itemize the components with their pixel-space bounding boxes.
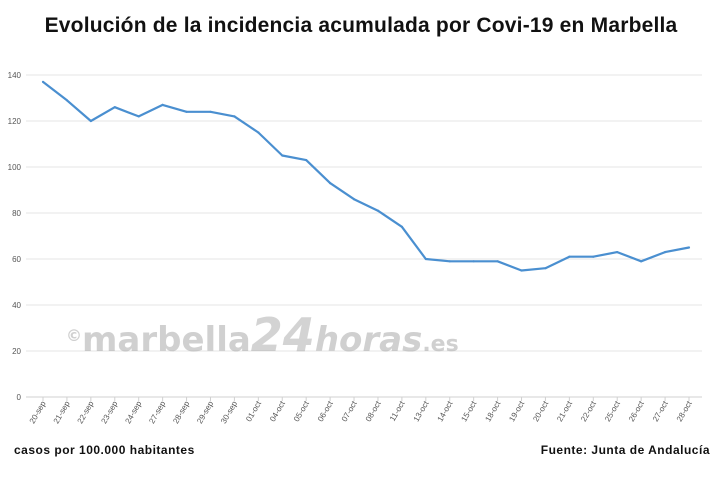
- watermark-logo: ©marbella24horas.es: [66, 308, 459, 362]
- data-point: [113, 106, 116, 109]
- y-tick-label: 120: [8, 117, 22, 126]
- x-tick-label: 14-oct: [436, 399, 455, 423]
- data-point: [424, 257, 427, 261]
- data-point: [65, 99, 69, 102]
- x-tick-label: 20-sep: [28, 399, 48, 425]
- y-axis-ticks: 0 20 40 60 80 100 120 140: [8, 71, 22, 402]
- data-point: [472, 260, 475, 263]
- data-point: [305, 159, 308, 162]
- units-note: casos por 100.000 habitantes: [14, 443, 195, 457]
- data-point: [281, 154, 284, 157]
- x-tick-label: 11-oct: [388, 399, 407, 423]
- data-point: [233, 115, 236, 118]
- x-tick-label: 22-oct: [579, 399, 598, 423]
- x-tick-label: 28-oct: [675, 399, 694, 423]
- y-tick-label: 60: [12, 255, 21, 264]
- y-tick-label: 100: [8, 163, 22, 172]
- x-tick-label: 26-oct: [627, 399, 646, 423]
- data-point: [496, 260, 499, 263]
- x-tick-label: 19-oct: [507, 399, 526, 423]
- data-point: [520, 269, 523, 272]
- x-tick-label: 23-sep: [99, 399, 119, 425]
- x-tick-label: 01-oct: [244, 399, 263, 423]
- data-point: [209, 110, 212, 113]
- x-tick-label: 27-sep: [147, 399, 167, 425]
- x-tick-label: 06-oct: [316, 399, 335, 423]
- chart-title: Evolución de la incidencia acumulada por…: [44, 14, 678, 37]
- x-tick-label: 04-oct: [268, 399, 287, 423]
- data-point: [41, 80, 45, 83]
- x-tick-label: 07-oct: [340, 399, 359, 423]
- y-tick-label: 80: [12, 209, 21, 218]
- data-point: [448, 260, 451, 263]
- data-point: [640, 260, 643, 263]
- x-tick-label: 21-sep: [52, 399, 72, 425]
- y-tick-label: 40: [12, 301, 21, 310]
- x-tick-label: 28-sep: [171, 399, 191, 425]
- y-tick-label: 140: [8, 71, 22, 80]
- x-tick-label: 22-sep: [76, 399, 96, 425]
- x-tick-label: 20-oct: [531, 399, 550, 423]
- series-line: [42, 81, 690, 272]
- series-points: [41, 80, 691, 272]
- data-point: [400, 225, 403, 228]
- data-point: [329, 182, 332, 185]
- x-tick-label: 29-sep: [195, 399, 215, 425]
- data-point: [616, 251, 619, 254]
- source-note: Fuente: Junta de Andalucía: [540, 443, 710, 457]
- x-tick-label: 15-oct: [459, 399, 478, 423]
- x-tick-label: 18-oct: [483, 399, 502, 423]
- x-axis-ticks: 20-sep 21-sep 22-sep 23-sep 24-sep 27-sep 28-s…: [28, 397, 694, 425]
- data-point: [592, 255, 595, 258]
- data-point: [568, 255, 571, 258]
- data-point: [687, 246, 691, 249]
- data-point: [663, 251, 667, 254]
- data-point: [257, 131, 260, 134]
- gridlines: [26, 74, 702, 398]
- y-tick-label: 20: [12, 347, 21, 356]
- x-tick-label: 24-sep: [123, 399, 143, 425]
- x-tick-label: 27-oct: [651, 399, 670, 423]
- x-tick-label: 25-oct: [603, 399, 622, 423]
- data-point: [352, 198, 356, 201]
- data-point: [376, 209, 380, 212]
- x-tick-label: 21-oct: [555, 399, 574, 423]
- data-point: [137, 115, 140, 118]
- x-tick-label: 05-oct: [292, 399, 311, 423]
- x-tick-label: 30-sep: [219, 399, 239, 425]
- y-tick-label: 0: [17, 393, 22, 402]
- x-tick-label: 13-oct: [412, 399, 431, 423]
- data-point: [185, 110, 188, 113]
- data-point: [544, 267, 547, 270]
- data-point: [89, 119, 92, 123]
- x-tick-label: 08-oct: [364, 399, 383, 423]
- data-point: [161, 103, 164, 106]
